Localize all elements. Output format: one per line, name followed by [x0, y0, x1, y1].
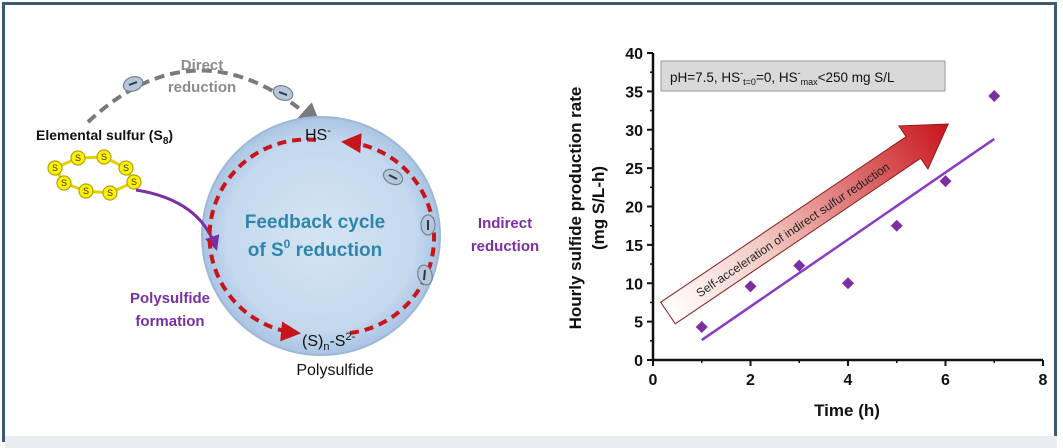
- footer-strip: [5, 436, 1057, 448]
- polysulfide-formation-label-1: Polysulfide: [130, 290, 210, 307]
- svg-text:S: S: [123, 163, 129, 173]
- y-tick-label: 25: [625, 161, 643, 178]
- elemental-sulfur-label: Elemental sulfur (S8): [36, 127, 173, 147]
- y-tick-label: 35: [625, 84, 643, 101]
- polysulfide-formation-arrow: [135, 188, 220, 251]
- microbe-icon: [272, 84, 294, 102]
- y-axis-label-line2: (mg S/L-h): [589, 166, 608, 250]
- feedback-loop-right-arrow: [341, 133, 437, 335]
- y-tick-label: 0: [634, 353, 643, 370]
- chart: Hourly sulfide production rate (mg S/L-h…: [566, 46, 1048, 420]
- feedback-loop-left-arrow: [207, 137, 317, 342]
- indirect-reduction-label-2: reduction: [471, 238, 539, 255]
- y-tick-label: 20: [625, 200, 643, 217]
- y-tick-label: 10: [625, 276, 643, 293]
- polysulfide-ion-label: (S)n-S2-: [302, 331, 356, 353]
- x-tick-label: 8: [1039, 372, 1048, 389]
- direct-reduction-label-2: reduction: [168, 79, 236, 96]
- svg-text:S: S: [52, 163, 58, 173]
- data-point: [939, 175, 952, 188]
- x-tick-label: 6: [941, 372, 950, 389]
- polysulfide-formation-label-2: formation: [135, 313, 204, 330]
- y-tick-label: 15: [625, 238, 643, 255]
- svg-text:S: S: [107, 188, 113, 198]
- y-tick-label: 40: [625, 46, 643, 63]
- x-tick-label: 0: [649, 372, 658, 389]
- data-point: [890, 219, 903, 232]
- chart-legend: pH=7.5, HS-t=0=0, HS-max<250 mg S/L: [660, 60, 946, 92]
- polysulfide-label: Polysulfide: [296, 362, 373, 379]
- svg-text:S: S: [131, 177, 137, 187]
- data-point: [744, 280, 757, 293]
- y-tick-label: 30: [625, 123, 643, 140]
- self-acceleration-arrow: Self-acceleration of indirect sulfur red…: [660, 123, 950, 325]
- data-point: [988, 89, 1001, 102]
- data-point: [695, 320, 708, 333]
- microbe-icon: [382, 168, 404, 186]
- svg-text:S: S: [61, 178, 67, 188]
- microbe-icon: [122, 75, 144, 93]
- x-axis-label: Time (h): [814, 401, 880, 420]
- data-point: [793, 259, 806, 272]
- microbe-icon: [417, 264, 433, 286]
- cell-circle: [201, 116, 441, 356]
- direct-reduction-label-1: Direct: [181, 57, 224, 74]
- svg-text:pH=7.5, HS-t=0=0, HS-max<250 m: pH=7.5, HS-t=0=0, HS-max<250 mg S/L: [670, 68, 895, 87]
- x-tick-label: 2: [746, 372, 755, 389]
- s8-ring-molecule: SS SS SS SS: [47, 149, 142, 201]
- data-point: [842, 277, 854, 290]
- svg-text:S: S: [75, 153, 81, 163]
- x-tick-label: 4: [844, 372, 853, 389]
- direct-reduction-arrow: [86, 68, 322, 128]
- trend-line: [701, 137, 995, 342]
- svg-text:S: S: [101, 152, 107, 162]
- svg-text:S: S: [83, 186, 89, 196]
- feedback-cycle-label-1: Feedback cycle: [245, 212, 385, 233]
- feedback-cycle-label-2: of S0 reduction: [248, 237, 382, 261]
- y-tick-label: 5: [634, 315, 643, 332]
- hs-label: HS-: [305, 125, 331, 144]
- microbe-icon: [420, 214, 436, 236]
- y-axis-label-line1: Hourly sulfide production rate: [566, 87, 585, 330]
- indirect-reduction-label-1: Indirect: [478, 215, 532, 232]
